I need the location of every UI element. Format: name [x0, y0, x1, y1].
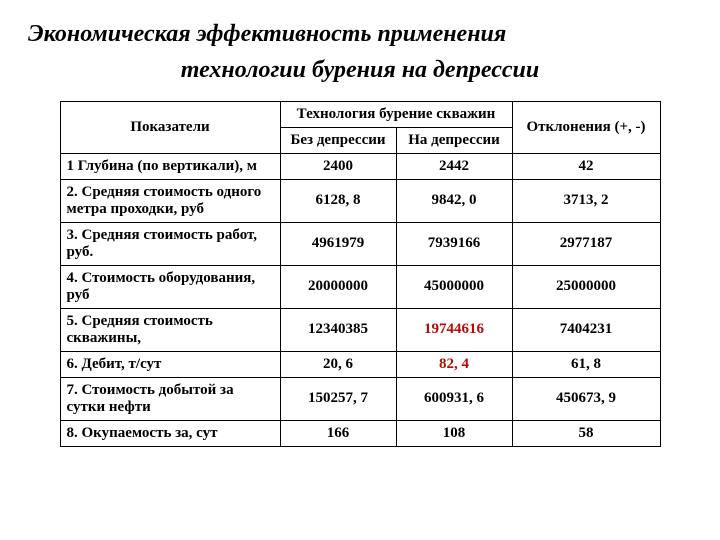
econ-table: Показатели Технология бурение скважин От… [60, 101, 661, 447]
table-row: 2. Средняя стоимость одного метра проход… [60, 179, 660, 222]
row-label: 2. Средняя стоимость одного метра проход… [60, 179, 280, 222]
row-d: 3713, 2 [512, 179, 660, 222]
row-label: 8. Окупаемость за, сут [60, 420, 280, 446]
table-row: 8. Окупаемость за, сут 166 108 58 [60, 420, 660, 446]
hdr-with: На депрессии [396, 127, 512, 153]
title-line2: технологии бурения на депрессии [28, 54, 692, 86]
row-v1: 166 [280, 420, 396, 446]
slide: Экономическая эффективность применения т… [0, 0, 720, 457]
row-d: 58 [512, 420, 660, 446]
row-d: 2977187 [512, 222, 660, 265]
row-d: 450673, 9 [512, 377, 660, 420]
row-v2: 19744616 [396, 308, 512, 351]
row-v1: 20000000 [280, 265, 396, 308]
row-v1: 20, 6 [280, 351, 396, 377]
table-row: 5. Средняя стоимость скважины, 12340385 … [60, 308, 660, 351]
row-d: 25000000 [512, 265, 660, 308]
row-v2: 9842, 0 [396, 179, 512, 222]
table-header-row1: Показатели Технология бурение скважин От… [60, 101, 660, 127]
row-v1: 4961979 [280, 222, 396, 265]
table-row: 3. Средняя стоимость работ, руб. 4961979… [60, 222, 660, 265]
row-label: 1 Глубина (по вертикали), м [60, 153, 280, 179]
hdr-without: Без депрессии [280, 127, 396, 153]
row-d: 7404231 [512, 308, 660, 351]
hdr-tech-group: Технология бурение скважин [280, 101, 512, 127]
row-v1: 2400 [280, 153, 396, 179]
row-v1: 150257, 7 [280, 377, 396, 420]
table-row: 1 Глубина (по вертикали), м 2400 2442 42 [60, 153, 660, 179]
title-line1: Экономическая эффективность применения [28, 18, 692, 50]
table-row: 6. Дебит, т/сут 20, 6 82, 4 61, 8 [60, 351, 660, 377]
table-row: 4. Стоимость оборудования, руб 20000000 … [60, 265, 660, 308]
row-v1: 12340385 [280, 308, 396, 351]
row-d: 61, 8 [512, 351, 660, 377]
row-label: 5. Средняя стоимость скважины, [60, 308, 280, 351]
row-label: 6. Дебит, т/сут [60, 351, 280, 377]
row-d: 42 [512, 153, 660, 179]
table-row: 7. Стоимость добытой за сутки нефти 1502… [60, 377, 660, 420]
row-label: 3. Средняя стоимость работ, руб. [60, 222, 280, 265]
row-v2: 7939166 [396, 222, 512, 265]
row-v1: 6128, 8 [280, 179, 396, 222]
row-v2: 45000000 [396, 265, 512, 308]
row-v2: 2442 [396, 153, 512, 179]
hdr-deviation: Отклонения (+, -) [512, 101, 660, 153]
row-label: 4. Стоимость оборудования, руб [60, 265, 280, 308]
row-v2: 82, 4 [396, 351, 512, 377]
row-label: 7. Стоимость добытой за сутки нефти [60, 377, 280, 420]
row-v2: 600931, 6 [396, 377, 512, 420]
hdr-indicator: Показатели [60, 101, 280, 153]
row-v2: 108 [396, 420, 512, 446]
